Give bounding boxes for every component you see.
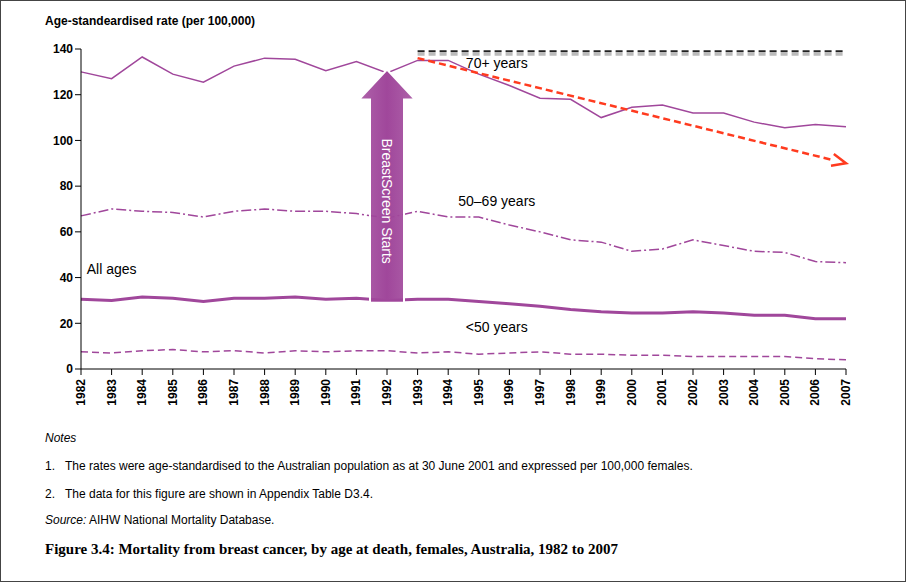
svg-text:60: 60 [60, 225, 74, 239]
svg-text:2003: 2003 [717, 379, 731, 406]
svg-text:50–69 years: 50–69 years [458, 193, 535, 209]
svg-text:<50 years: <50 years [466, 319, 528, 335]
svg-text:2007: 2007 [839, 379, 853, 406]
svg-text:2000: 2000 [625, 379, 639, 406]
html-text:1.: 1. [45, 459, 55, 473]
html-text:The rates were age-standardise: The rates were age-standardised to the A… [65, 459, 693, 473]
svg-text:1994: 1994 [441, 379, 455, 406]
svg-text:2004: 2004 [747, 379, 761, 406]
svg-text:120: 120 [53, 88, 73, 102]
svg-text:1985: 1985 [166, 379, 180, 406]
html-text:Source: AIHW National Mortalit: Source: AIHW National Mortality Database… [45, 513, 275, 527]
svg-text:1997: 1997 [533, 379, 547, 406]
svg-text:2002: 2002 [686, 379, 700, 406]
svg-text:20: 20 [60, 317, 74, 331]
svg-text:1988: 1988 [258, 379, 272, 406]
svg-text:1984: 1984 [135, 379, 149, 406]
svg-text:140: 140 [53, 42, 73, 56]
svg-text:1992: 1992 [380, 379, 394, 406]
svg-text:0: 0 [66, 362, 73, 376]
html-text:The data for this figure are s: The data for this figure are shown in Ap… [65, 487, 373, 501]
html-text:2.: 2. [45, 487, 55, 501]
svg-text:1996: 1996 [502, 379, 516, 406]
svg-text:2001: 2001 [655, 379, 669, 406]
svg-text:1993: 1993 [411, 379, 425, 406]
svg-text:1999: 1999 [594, 379, 608, 406]
svg-text:2006: 2006 [808, 379, 822, 406]
html-text:Notes: Notes [45, 431, 77, 445]
html-text:Figure 3.4: Mortality from bre: Figure 3.4: Mortality from breast cancer… [45, 541, 619, 557]
svg-text:1986: 1986 [196, 379, 210, 406]
svg-text:70+ years: 70+ years [466, 55, 528, 71]
svg-text:1990: 1990 [319, 379, 333, 406]
svg-text:All ages: All ages [87, 261, 137, 277]
svg-text:1982: 1982 [74, 379, 88, 406]
svg-text:2005: 2005 [778, 379, 792, 406]
html-text:Age-standeardised rate (per 10: Age-standeardised rate (per 100,000) [45, 14, 256, 28]
svg-text:1991: 1991 [349, 379, 363, 406]
svg-text:BreastScreen Starts: BreastScreen Starts [379, 139, 395, 264]
svg-text:1995: 1995 [472, 379, 486, 406]
svg-text:1983: 1983 [105, 379, 119, 406]
svg-text:1989: 1989 [288, 379, 302, 406]
svg-text:100: 100 [53, 134, 73, 148]
svg-text:80: 80 [60, 179, 74, 193]
svg-text:40: 40 [60, 271, 74, 285]
svg-text:1998: 1998 [564, 379, 578, 406]
svg-text:1987: 1987 [227, 379, 241, 406]
